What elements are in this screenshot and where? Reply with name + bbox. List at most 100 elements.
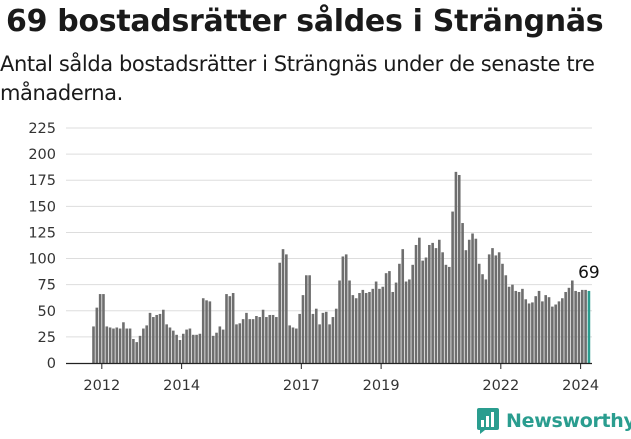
bars [92, 171, 591, 363]
bar [511, 284, 514, 363]
bar [172, 330, 175, 363]
bar [168, 327, 172, 363]
bar [391, 291, 395, 363]
bar [368, 291, 371, 363]
bar [477, 263, 481, 363]
newsworthy-chart-icon [477, 408, 499, 434]
bar [255, 316, 258, 363]
bar [95, 307, 99, 363]
bar [381, 286, 385, 363]
bar [444, 264, 448, 363]
bar [428, 244, 431, 363]
bar [291, 327, 295, 363]
bar [524, 299, 528, 363]
bar [288, 325, 291, 363]
bar [275, 317, 278, 363]
bar [584, 289, 587, 363]
bar [517, 291, 521, 363]
bar [344, 254, 348, 363]
y-tick-label: 200 [28, 147, 56, 163]
bar [414, 244, 418, 363]
bar [102, 294, 105, 363]
bar [305, 275, 308, 363]
bar [324, 311, 328, 363]
bar [494, 255, 498, 363]
x-tick-label: 2017 [283, 378, 320, 394]
bar [467, 239, 471, 363]
bar-latest [587, 290, 591, 363]
page-subtitle: Antal sålda bostadsrätter i Strängnäs un… [0, 52, 595, 105]
bar [198, 333, 202, 363]
bar [175, 334, 178, 363]
bar [231, 293, 235, 363]
bar [564, 291, 567, 363]
bar [551, 306, 554, 363]
bar [497, 252, 501, 363]
bar [461, 223, 464, 363]
grid-lines [66, 127, 592, 338]
y-tick-label: 150 [28, 199, 56, 215]
bar [481, 274, 484, 363]
bar [205, 300, 208, 363]
bar [447, 266, 451, 363]
bar [577, 291, 581, 363]
bar [484, 279, 488, 363]
bar [338, 280, 341, 363]
bar [241, 319, 245, 363]
newsworthy-logo: Newsworthy [476, 407, 631, 435]
y-tick-label: 0 [47, 356, 56, 372]
y-tick-label: 175 [28, 173, 56, 189]
y-axis: 0 25 50 75 100 125 150 175 200 225 [28, 121, 56, 372]
bar [261, 309, 265, 363]
bar [138, 335, 142, 363]
bar [504, 275, 508, 363]
bar [501, 263, 504, 363]
bar [308, 275, 311, 363]
bar [108, 327, 112, 363]
bar [567, 287, 571, 363]
bar [318, 324, 321, 363]
bar [311, 313, 315, 363]
bar [514, 290, 518, 363]
bar [384, 273, 388, 363]
bar [374, 281, 378, 363]
bar [278, 262, 281, 363]
bar [544, 295, 547, 363]
bar [574, 290, 577, 363]
bar [125, 328, 129, 363]
bar [238, 323, 242, 363]
bar [98, 294, 102, 363]
bar [401, 249, 405, 363]
bar [221, 329, 225, 363]
x-tick-label: 2012 [83, 378, 120, 394]
y-tick-label: 225 [28, 121, 56, 137]
bar [281, 249, 285, 363]
bar [158, 313, 162, 363]
bar [211, 335, 215, 363]
y-tick-label: 75 [38, 278, 56, 294]
bar [181, 333, 185, 363]
bar [561, 298, 564, 363]
y-tick-label: 25 [38, 330, 56, 346]
page-title: 69 bostadsrätter såldes i Strängnäs [6, 4, 604, 39]
bar [398, 263, 401, 363]
bar [331, 317, 335, 363]
bar [245, 312, 248, 363]
bar [132, 338, 135, 363]
bar [112, 328, 115, 363]
bar [441, 252, 444, 363]
bar [105, 326, 109, 363]
bar [418, 237, 421, 363]
bar [185, 329, 188, 363]
bar [547, 297, 551, 363]
bar [454, 171, 458, 363]
bar [434, 248, 438, 363]
bar [411, 264, 414, 363]
bar [371, 288, 375, 363]
bar [451, 211, 454, 363]
bar [580, 289, 584, 363]
bar [215, 332, 218, 363]
bar [431, 242, 434, 363]
bar [341, 256, 345, 363]
bar [554, 304, 557, 363]
